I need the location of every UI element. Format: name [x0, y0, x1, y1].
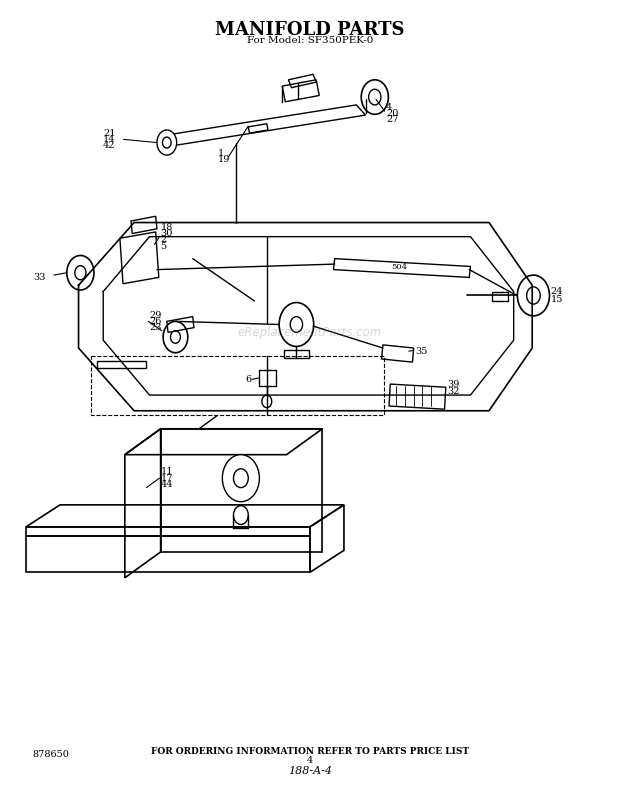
Text: 24: 24: [551, 287, 563, 296]
Circle shape: [163, 321, 188, 353]
Text: 18: 18: [161, 223, 173, 231]
Text: 42: 42: [104, 141, 116, 150]
Circle shape: [526, 286, 540, 304]
Circle shape: [234, 505, 248, 524]
Text: 20: 20: [386, 109, 398, 118]
Text: 15: 15: [551, 295, 563, 304]
Text: MANIFOLD PARTS: MANIFOLD PARTS: [215, 21, 405, 39]
Circle shape: [290, 316, 303, 332]
Text: 23: 23: [149, 323, 162, 332]
Text: 2: 2: [161, 235, 167, 244]
Text: 17: 17: [161, 474, 173, 482]
Text: eReplacementParts.com: eReplacementParts.com: [238, 326, 382, 339]
Text: 11: 11: [161, 467, 173, 476]
Text: 504: 504: [391, 263, 407, 272]
Circle shape: [162, 137, 171, 148]
Text: 27: 27: [386, 116, 399, 124]
Circle shape: [262, 395, 272, 408]
Circle shape: [369, 89, 381, 105]
Text: 14: 14: [104, 135, 116, 144]
Circle shape: [75, 266, 86, 280]
Circle shape: [517, 275, 549, 316]
Text: 33: 33: [33, 273, 46, 282]
Circle shape: [157, 130, 177, 155]
Circle shape: [67, 256, 94, 290]
Circle shape: [223, 455, 259, 502]
Text: 21: 21: [104, 128, 116, 138]
Text: 32: 32: [447, 386, 459, 396]
Text: 26: 26: [149, 317, 162, 326]
Text: 19: 19: [218, 155, 230, 164]
Circle shape: [170, 331, 180, 343]
Text: For Model: SF350PEK-0: For Model: SF350PEK-0: [247, 36, 373, 45]
Text: 4: 4: [307, 756, 313, 765]
Circle shape: [234, 469, 248, 488]
Text: 6: 6: [245, 375, 251, 384]
Text: 44: 44: [161, 480, 173, 489]
Text: 30: 30: [161, 229, 173, 238]
Text: 35: 35: [415, 346, 427, 356]
Circle shape: [279, 302, 314, 346]
Text: 5: 5: [161, 242, 167, 250]
Text: 29: 29: [149, 311, 162, 320]
Text: 188-A-4: 188-A-4: [288, 767, 332, 777]
Text: 1: 1: [218, 149, 224, 158]
Text: FOR ORDERING INFORMATION REFER TO PARTS PRICE LIST: FOR ORDERING INFORMATION REFER TO PARTS …: [151, 747, 469, 756]
Text: 39: 39: [447, 379, 459, 389]
Text: 4: 4: [386, 103, 392, 112]
Text: 878650: 878650: [32, 750, 69, 759]
Circle shape: [361, 79, 388, 114]
